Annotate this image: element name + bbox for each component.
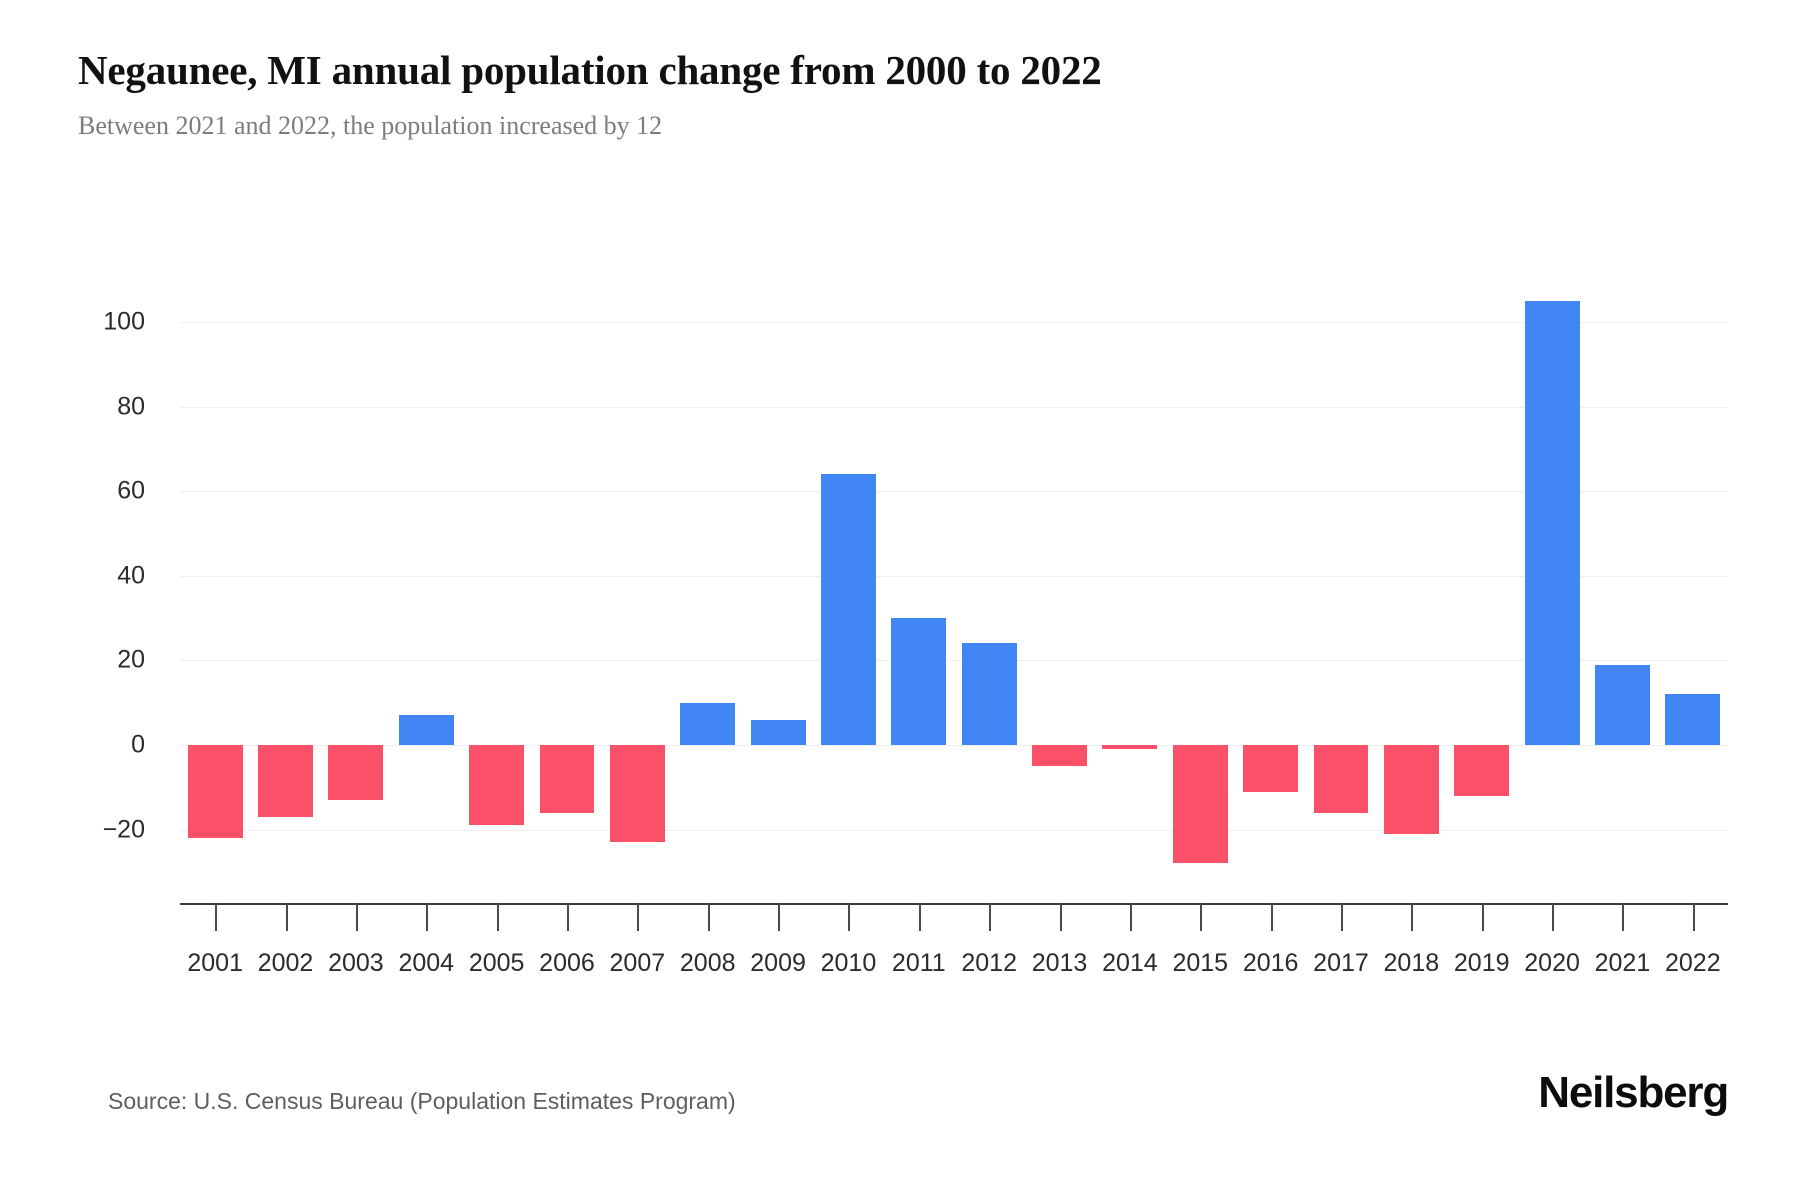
gridline (180, 829, 1728, 831)
bar-2008[interactable] (680, 702, 736, 745)
x-axis-tickmark (1059, 903, 1062, 931)
x-axis-tick-label-2010: 2010 (820, 949, 877, 977)
bar-2017[interactable] (1313, 745, 1369, 813)
gridline (180, 575, 1728, 577)
x-axis-tickmark (918, 903, 921, 931)
bar-2001[interactable] (187, 745, 243, 839)
x-axis-tickmark (215, 903, 218, 931)
x-axis-tickmark (1341, 903, 1343, 931)
bar-2019[interactable] (1454, 745, 1510, 796)
x-axis-tickmark (355, 903, 358, 931)
bar-2015[interactable] (1172, 745, 1228, 864)
x-axis-tick-label-2015: 2015 (1172, 949, 1229, 977)
bar-2018[interactable] (1383, 745, 1439, 834)
x-axis-tickmark (496, 903, 499, 931)
x-axis-tickmark (848, 903, 851, 931)
x-axis-tick-label-2009: 2009 (750, 949, 806, 977)
bar-2016[interactable] (1243, 745, 1299, 792)
x-axis-tick-label-2007: 2007 (609, 949, 666, 977)
gridline (180, 406, 1728, 408)
x-axis-tick-label-2019: 2019 (1453, 949, 1510, 977)
x-axis-tickmark (426, 903, 429, 931)
x-axis-tick-label-2001: 2001 (187, 949, 243, 977)
bar-2007[interactable] (609, 745, 665, 843)
bar-2020[interactable] (1524, 300, 1580, 745)
bar-2004[interactable] (398, 715, 454, 745)
y-axis-tick-label: −20 (102, 815, 145, 844)
gridline (180, 745, 1728, 746)
x-axis-tick-label-2016: 2016 (1242, 949, 1299, 977)
bar-2021[interactable] (1595, 664, 1650, 745)
x-axis-tick-label-2006: 2006 (539, 949, 595, 977)
bar-2022[interactable] (1665, 694, 1721, 745)
bar-2010[interactable] (821, 474, 876, 745)
x-axis-tickmark (989, 903, 992, 931)
x-axis-tick-label-2003: 2003 (328, 949, 384, 977)
y-axis-tick-label: 60 (117, 476, 145, 505)
x-axis-tickmark (778, 903, 781, 931)
x-axis-tickmark (1552, 903, 1555, 931)
y-axis-tick-label: 20 (117, 645, 145, 674)
x-axis-tick-label-2013: 2013 (1031, 949, 1088, 977)
bar-2003[interactable] (328, 745, 384, 800)
gridline (180, 660, 1728, 662)
x-axis-tick-label-2012: 2012 (961, 949, 1017, 977)
gridline (180, 322, 1728, 323)
bar-2002[interactable] (258, 745, 313, 817)
x-axis-tick-label-2022: 2022 (1664, 949, 1721, 977)
x-axis-tick-label-2008: 2008 (679, 949, 736, 977)
x-axis-tickmark (707, 903, 710, 931)
source-note: Source: U.S. Census Bureau (Population E… (108, 1088, 736, 1114)
x-axis-tickmark (1622, 903, 1625, 931)
x-axis-tickmark (1481, 903, 1484, 931)
x-axis-tickmark (285, 903, 288, 931)
x-axis-tick-label-2020: 2020 (1524, 949, 1580, 977)
x-axis-tickmark (1411, 903, 1414, 931)
x-axis-tick-label-2018: 2018 (1383, 949, 1440, 977)
x-axis-tickmark (637, 903, 640, 931)
x-axis-tickmark (1270, 903, 1273, 931)
x-axis-tick-label-2005: 2005 (468, 949, 525, 977)
bar-2006[interactable] (539, 745, 595, 813)
x-axis-tickmark (1692, 903, 1695, 931)
y-axis-tick-label: 0 (131, 730, 145, 759)
x-axis-tick-label-2011: 2011 (891, 949, 946, 977)
page-title: Negaunee, MI annual population change fr… (78, 47, 1102, 93)
x-axis-tick-label-2021: 2021 (1594, 949, 1651, 977)
x-axis-tick-label-2014: 2014 (1102, 949, 1158, 977)
bar-2014[interactable] (1102, 745, 1158, 750)
x-axis-tickmark (1200, 903, 1203, 931)
x-axis-tickmark (1129, 903, 1132, 931)
chart-header: Negaunee, MI annual population change fr… (78, 46, 1728, 141)
y-axis-tick-label: 40 (117, 561, 145, 590)
gridline (180, 491, 1728, 493)
bar-2009[interactable] (750, 719, 806, 745)
x-axis-tick-label-2017: 2017 (1313, 949, 1369, 977)
y-axis-tick-label: 80 (117, 392, 145, 421)
x-axis-tick-label-2004: 2004 (398, 949, 455, 977)
brand-logo: Neilsberg (1538, 1068, 1729, 1117)
bar-2013[interactable] (1032, 745, 1087, 767)
y-axis-tick-label: 100 (103, 307, 145, 336)
x-axis-tickmark (567, 903, 569, 931)
bar-2012[interactable] (961, 643, 1017, 745)
bar-2005[interactable] (469, 745, 525, 826)
bar-2011[interactable] (891, 618, 947, 745)
chart-subtitle: Between 2021 and 2022, the population in… (78, 111, 663, 141)
x-axis-tick-label-2002: 2002 (257, 949, 314, 977)
x-axis-line (180, 903, 1728, 905)
